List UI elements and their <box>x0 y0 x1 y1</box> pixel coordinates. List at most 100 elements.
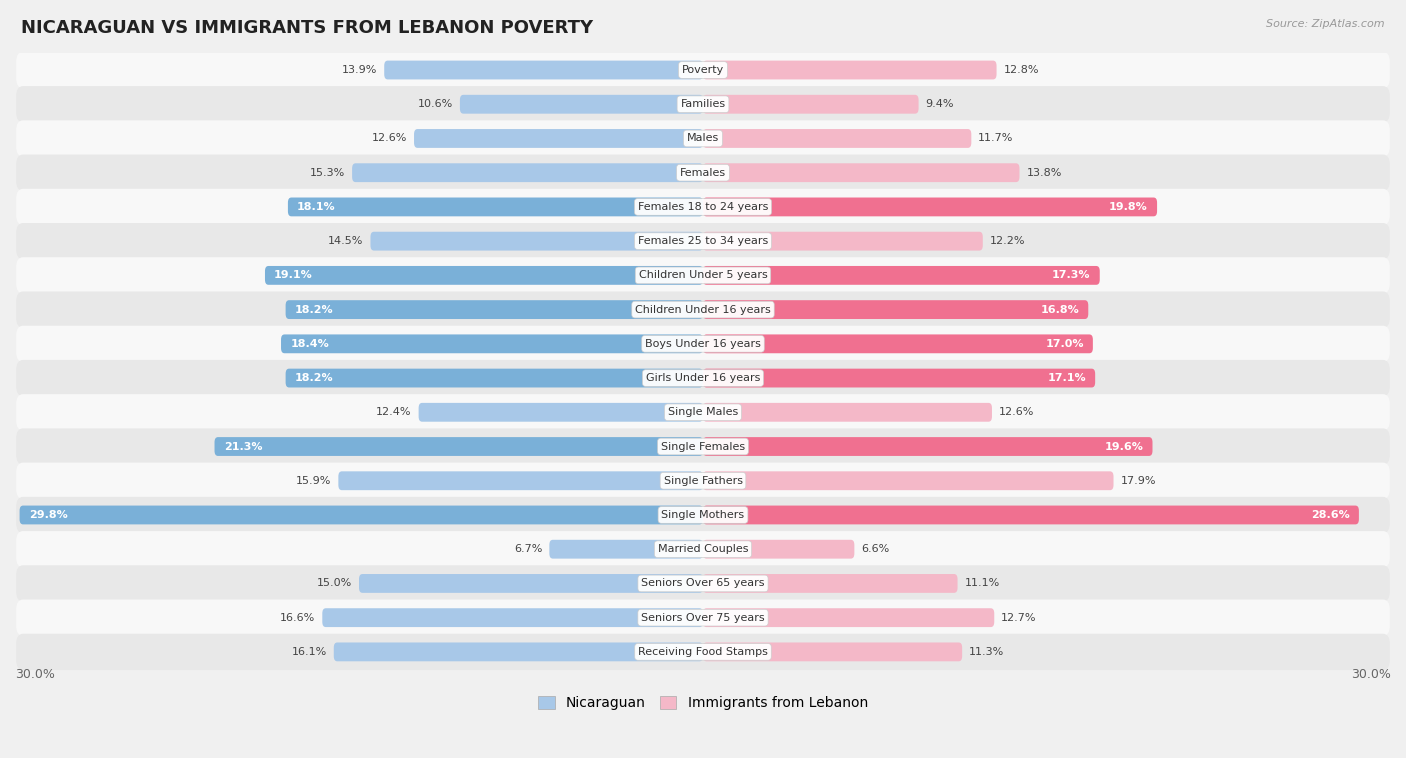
FancyBboxPatch shape <box>703 437 1153 456</box>
Text: Seniors Over 75 years: Seniors Over 75 years <box>641 612 765 622</box>
FancyBboxPatch shape <box>15 531 1391 567</box>
FancyBboxPatch shape <box>352 163 703 182</box>
Text: 19.6%: 19.6% <box>1105 441 1143 452</box>
Text: Children Under 5 years: Children Under 5 years <box>638 271 768 280</box>
FancyBboxPatch shape <box>703 643 962 661</box>
Text: Seniors Over 65 years: Seniors Over 65 years <box>641 578 765 588</box>
Text: 12.6%: 12.6% <box>998 407 1035 418</box>
Text: Females: Females <box>681 168 725 177</box>
Text: 12.4%: 12.4% <box>377 407 412 418</box>
FancyBboxPatch shape <box>264 266 703 285</box>
Text: 12.6%: 12.6% <box>371 133 408 143</box>
FancyBboxPatch shape <box>15 326 1391 362</box>
Text: Single Fathers: Single Fathers <box>664 476 742 486</box>
Text: Children Under 16 years: Children Under 16 years <box>636 305 770 315</box>
Text: 17.9%: 17.9% <box>1121 476 1156 486</box>
FancyBboxPatch shape <box>288 198 703 216</box>
Text: 11.3%: 11.3% <box>969 647 1004 657</box>
Text: 21.3%: 21.3% <box>224 441 262 452</box>
Text: 19.8%: 19.8% <box>1109 202 1147 212</box>
FancyBboxPatch shape <box>703 61 997 80</box>
FancyBboxPatch shape <box>703 608 994 627</box>
Text: 13.9%: 13.9% <box>342 65 377 75</box>
FancyBboxPatch shape <box>281 334 703 353</box>
FancyBboxPatch shape <box>703 95 918 114</box>
Text: Males: Males <box>688 133 718 143</box>
Text: 30.0%: 30.0% <box>1351 668 1391 681</box>
Text: Single Mothers: Single Mothers <box>661 510 745 520</box>
Text: 9.4%: 9.4% <box>925 99 953 109</box>
Text: Single Males: Single Males <box>668 407 738 418</box>
FancyBboxPatch shape <box>703 574 957 593</box>
Text: 6.6%: 6.6% <box>862 544 890 554</box>
Text: 10.6%: 10.6% <box>418 99 453 109</box>
FancyBboxPatch shape <box>419 403 703 421</box>
Text: 18.4%: 18.4% <box>290 339 329 349</box>
FancyBboxPatch shape <box>215 437 703 456</box>
FancyBboxPatch shape <box>322 608 703 627</box>
Text: 16.6%: 16.6% <box>280 612 315 622</box>
Text: 12.7%: 12.7% <box>1001 612 1036 622</box>
FancyBboxPatch shape <box>550 540 703 559</box>
FancyBboxPatch shape <box>15 86 1391 122</box>
FancyBboxPatch shape <box>703 163 1019 182</box>
Text: 18.2%: 18.2% <box>295 305 333 315</box>
FancyBboxPatch shape <box>703 368 1095 387</box>
Text: Source: ZipAtlas.com: Source: ZipAtlas.com <box>1267 19 1385 29</box>
Text: 15.3%: 15.3% <box>309 168 346 177</box>
FancyBboxPatch shape <box>413 129 703 148</box>
Legend: Nicaraguan, Immigrants from Lebanon: Nicaraguan, Immigrants from Lebanon <box>533 691 873 716</box>
FancyBboxPatch shape <box>703 129 972 148</box>
Text: 16.1%: 16.1% <box>291 647 326 657</box>
FancyBboxPatch shape <box>15 223 1391 259</box>
Text: 14.5%: 14.5% <box>328 236 364 246</box>
Text: 11.1%: 11.1% <box>965 578 1000 588</box>
FancyBboxPatch shape <box>359 574 703 593</box>
FancyBboxPatch shape <box>370 232 703 251</box>
FancyBboxPatch shape <box>15 565 1391 602</box>
FancyBboxPatch shape <box>703 198 1157 216</box>
FancyBboxPatch shape <box>703 403 993 421</box>
Text: 15.0%: 15.0% <box>316 578 352 588</box>
FancyBboxPatch shape <box>15 600 1391 636</box>
Text: 13.8%: 13.8% <box>1026 168 1062 177</box>
FancyBboxPatch shape <box>703 540 855 559</box>
Text: 16.8%: 16.8% <box>1040 305 1080 315</box>
Text: 28.6%: 28.6% <box>1310 510 1350 520</box>
FancyBboxPatch shape <box>15 52 1391 88</box>
FancyBboxPatch shape <box>15 428 1391 465</box>
Text: NICARAGUAN VS IMMIGRANTS FROM LEBANON POVERTY: NICARAGUAN VS IMMIGRANTS FROM LEBANON PO… <box>21 19 593 37</box>
Text: Boys Under 16 years: Boys Under 16 years <box>645 339 761 349</box>
Text: 19.1%: 19.1% <box>274 271 314 280</box>
Text: 17.1%: 17.1% <box>1047 373 1085 383</box>
Text: 17.0%: 17.0% <box>1045 339 1084 349</box>
Text: Poverty: Poverty <box>682 65 724 75</box>
FancyBboxPatch shape <box>15 292 1391 327</box>
Text: Females 25 to 34 years: Females 25 to 34 years <box>638 236 768 246</box>
FancyBboxPatch shape <box>339 471 703 490</box>
Text: 18.1%: 18.1% <box>297 202 336 212</box>
Text: 12.2%: 12.2% <box>990 236 1025 246</box>
Text: 11.7%: 11.7% <box>979 133 1014 143</box>
Text: Families: Families <box>681 99 725 109</box>
FancyBboxPatch shape <box>15 360 1391 396</box>
FancyBboxPatch shape <box>384 61 703 80</box>
FancyBboxPatch shape <box>703 506 1358 525</box>
Text: 29.8%: 29.8% <box>28 510 67 520</box>
FancyBboxPatch shape <box>703 471 1114 490</box>
Text: Females 18 to 24 years: Females 18 to 24 years <box>638 202 768 212</box>
FancyBboxPatch shape <box>15 189 1391 225</box>
FancyBboxPatch shape <box>460 95 703 114</box>
FancyBboxPatch shape <box>285 300 703 319</box>
Text: 15.9%: 15.9% <box>297 476 332 486</box>
FancyBboxPatch shape <box>15 496 1391 533</box>
FancyBboxPatch shape <box>15 155 1391 191</box>
Text: Married Couples: Married Couples <box>658 544 748 554</box>
FancyBboxPatch shape <box>15 394 1391 431</box>
FancyBboxPatch shape <box>285 368 703 387</box>
FancyBboxPatch shape <box>15 462 1391 499</box>
FancyBboxPatch shape <box>703 266 1099 285</box>
Text: Receiving Food Stamps: Receiving Food Stamps <box>638 647 768 657</box>
FancyBboxPatch shape <box>703 334 1092 353</box>
Text: Girls Under 16 years: Girls Under 16 years <box>645 373 761 383</box>
